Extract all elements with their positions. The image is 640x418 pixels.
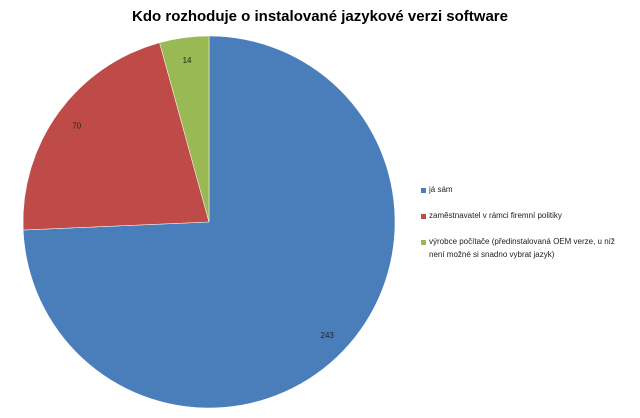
data-label: 14 [183, 56, 192, 65]
legend-item: já sám [421, 185, 631, 196]
pie-slice [22, 42, 210, 231]
legend-label: zaměstnavatel v rámci firemní politiky [429, 211, 562, 220]
chart-title: Kdo rozhoduje o instalované jazykové ver… [132, 8, 508, 25]
data-label: 243 [321, 331, 335, 340]
legend-swatch [421, 188, 426, 193]
legend-swatch [421, 240, 426, 245]
legend-swatch [421, 214, 426, 219]
pie-slice [159, 35, 210, 223]
legend: já sám zaměstnavatel v rámci firemní pol… [421, 185, 631, 277]
legend-item: výrobce počítače (předinstalovaná OEM ve… [421, 237, 631, 261]
legend-label: já sám [429, 185, 453, 194]
legend-label: výrobce počítače (předinstalovaná OEM ve… [429, 237, 615, 259]
data-label: 70 [72, 122, 81, 131]
legend-item: zaměstnavatel v rámci firemní politiky [421, 211, 631, 222]
